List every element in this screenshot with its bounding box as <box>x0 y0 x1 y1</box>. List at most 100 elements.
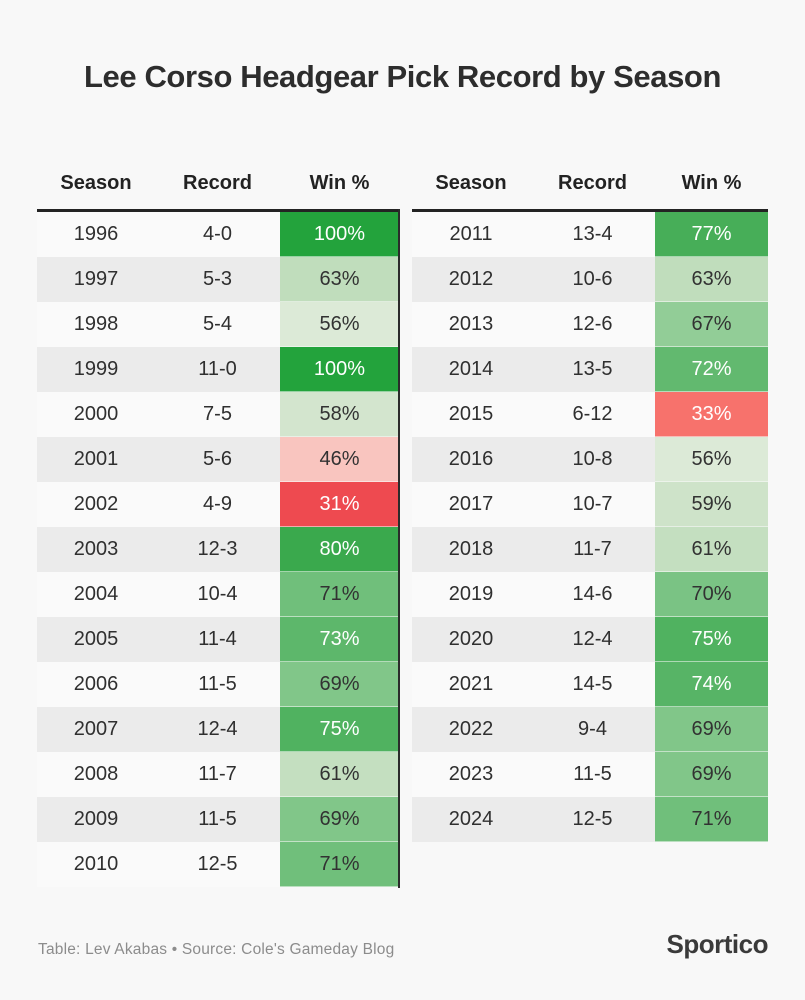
win-pct-cell: 46% <box>280 437 399 482</box>
season-cell: 2023 <box>448 763 494 785</box>
season-cell: 2009 <box>73 808 119 830</box>
record-cell: 14-6 <box>572 583 613 605</box>
win-pct-cell: 100% <box>280 212 399 257</box>
record-cell: 10-8 <box>572 448 613 470</box>
win-pct-cell: 69% <box>655 707 768 752</box>
season-column-header: Season <box>435 172 507 194</box>
table-row: 2007 12-4 75% <box>37 707 399 752</box>
win-pct-cell: 72% <box>655 347 768 392</box>
table-header-row: Season Record Win % <box>37 170 399 212</box>
win-pct-cell: 31% <box>280 482 399 527</box>
table-row: 2020 12-4 75% <box>412 617 768 662</box>
win-pct-cell: 56% <box>655 437 768 482</box>
record-cell: 11-7 <box>573 538 612 560</box>
table-row: 2002 4-9 31% <box>37 482 399 527</box>
record-cell: 12-5 <box>572 808 613 830</box>
win-pct-cell: 80% <box>280 527 399 572</box>
season-cell: 2004 <box>73 583 119 605</box>
season-cell: 1999 <box>73 358 119 380</box>
season-cell: 1998 <box>73 313 119 335</box>
record-cell: 11-7 <box>198 763 237 785</box>
season-cell: 2011 <box>449 223 493 245</box>
table-row: 2004 10-4 71% <box>37 572 399 617</box>
record-column-header: Record <box>183 172 252 194</box>
win-pct-cell: 33% <box>655 392 768 437</box>
record-cell: 12-4 <box>197 718 238 740</box>
record-cell: 14-5 <box>572 673 613 695</box>
win-pct-cell: 67% <box>655 302 768 347</box>
table-row: 1997 5-3 63% <box>37 257 399 302</box>
table-row: 2017 10-7 59% <box>412 482 768 527</box>
record-cell: 12-4 <box>572 628 613 650</box>
record-cell: 4-0 <box>203 223 232 245</box>
win-pct-column-header: Win % <box>681 172 742 194</box>
record-cell: 5-6 <box>203 448 232 470</box>
table-row: 2010 12-5 71% <box>37 842 399 887</box>
season-cell: 2000 <box>73 403 119 425</box>
win-pct-cell: 69% <box>655 752 768 797</box>
win-pct-cell: 75% <box>280 707 399 752</box>
record-cell: 5-3 <box>203 268 232 290</box>
season-cell: 2013 <box>448 313 494 335</box>
record-cell: 13-4 <box>572 223 613 245</box>
season-column-header: Season <box>60 172 132 194</box>
record-cell: 4-9 <box>203 493 232 515</box>
table-row: 2015 6-12 33% <box>412 392 768 437</box>
win-pct-cell: 71% <box>280 572 399 617</box>
table-row: 2018 11-7 61% <box>412 527 768 572</box>
season-cell: 2010 <box>73 853 119 875</box>
season-cell: 2008 <box>73 763 119 785</box>
season-cell: 2020 <box>448 628 494 650</box>
table-row: 2012 10-6 63% <box>412 257 768 302</box>
record-cell: 5-4 <box>203 313 232 335</box>
season-cell: 1996 <box>73 223 119 245</box>
win-pct-cell: 69% <box>280 662 399 707</box>
record-cell: 12-6 <box>572 313 613 335</box>
table-row: 2009 11-5 69% <box>37 797 399 842</box>
win-pct-cell: 63% <box>280 257 399 302</box>
record-cell: 11-5 <box>198 808 237 830</box>
win-pct-cell: 61% <box>655 527 768 572</box>
win-pct-column-header: Win % <box>309 172 370 194</box>
table-row: 1996 4-0 100% <box>37 212 399 257</box>
table-row: 2003 12-3 80% <box>37 527 399 572</box>
win-pct-cell: 56% <box>280 302 399 347</box>
win-pct-cell: 59% <box>655 482 768 527</box>
table-header-row: Season Record Win % <box>412 170 768 212</box>
table-row: 2022 9-4 69% <box>412 707 768 752</box>
table-row: 1999 11-0 100% <box>37 347 399 392</box>
season-cell: 2018 <box>448 538 494 560</box>
record-cell: 13-5 <box>572 358 613 380</box>
table-divider <box>398 209 400 888</box>
season-cell: 2005 <box>73 628 119 650</box>
record-cell: 11-5 <box>198 673 237 695</box>
win-pct-cell: 69% <box>280 797 399 842</box>
table-row: 2008 11-7 61% <box>37 752 399 797</box>
table-row: 2019 14-6 70% <box>412 572 768 617</box>
record-cell: 10-7 <box>572 493 613 515</box>
record-cell: 7-5 <box>203 403 232 425</box>
record-cell: 10-4 <box>197 583 238 605</box>
record-cell: 11-0 <box>198 358 237 380</box>
win-pct-cell: 100% <box>280 347 399 392</box>
season-cell: 2014 <box>448 358 494 380</box>
win-pct-cell: 61% <box>280 752 399 797</box>
table-row: 2000 7-5 58% <box>37 392 399 437</box>
table-body: 1996 4-0 100% 1997 5-3 63% 1998 5-4 56% 1999 11-0 1… <box>37 212 399 887</box>
season-cell: 2001 <box>73 448 119 470</box>
season-cell: 2015 <box>448 403 494 425</box>
win-pct-cell: 71% <box>655 797 768 842</box>
record-cell: 11-4 <box>198 628 237 650</box>
sportico-logo: Sportico <box>666 929 769 959</box>
season-cell: 2007 <box>73 718 119 740</box>
win-pct-cell: 74% <box>655 662 768 707</box>
page-title: Lee Corso Headgear Pick Record by Season <box>84 58 721 94</box>
table-row: 2011 13-4 77% <box>412 212 768 257</box>
record-cell: 11-5 <box>573 763 612 785</box>
table-row: 2005 11-4 73% <box>37 617 399 662</box>
season-cell: 2016 <box>448 448 494 470</box>
table-row: 2021 14-5 74% <box>412 662 768 707</box>
season-table-left: Season Record Win % 1996 4-0 100% 1997 5-3 63… <box>37 170 399 887</box>
season-cell: 2003 <box>73 538 119 560</box>
